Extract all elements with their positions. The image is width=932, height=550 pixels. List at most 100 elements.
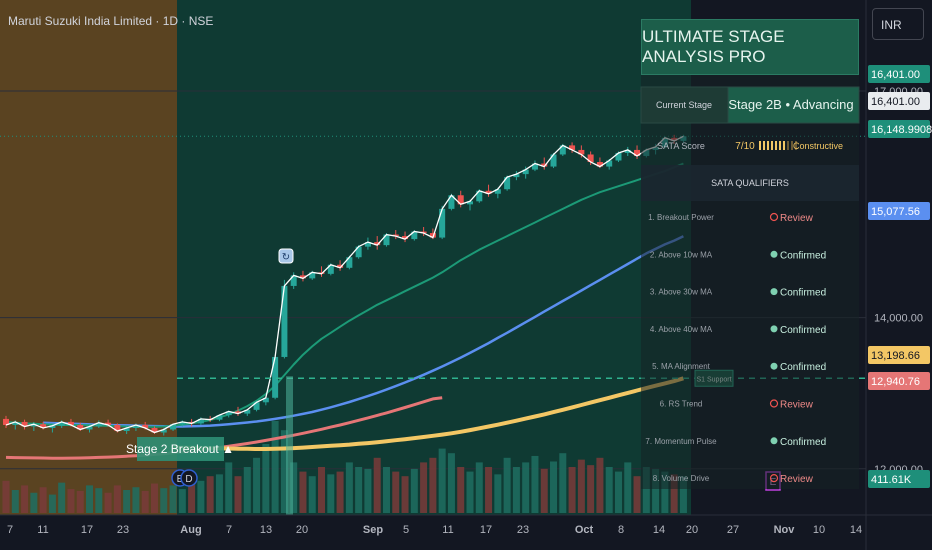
x-tick-label: 17 — [480, 524, 492, 536]
x-tick-label: 23 — [517, 524, 529, 536]
candle-body — [105, 422, 112, 425]
candle-body — [170, 424, 177, 430]
price-marker — [868, 372, 930, 390]
candle-body — [448, 195, 455, 209]
candle-body — [383, 234, 390, 246]
volume-bar — [104, 492, 112, 513]
dividend-badge — [180, 469, 198, 487]
volume-bar — [494, 474, 502, 513]
candle-body — [114, 424, 121, 431]
volume-bar — [132, 487, 140, 513]
candle-body — [262, 397, 269, 403]
candle-body — [485, 190, 492, 194]
volume-bar — [438, 448, 446, 513]
candle-body — [615, 152, 622, 161]
volume-bar — [262, 444, 270, 513]
candle-body — [457, 195, 464, 205]
candle-body — [596, 162, 603, 167]
symbol-title[interactable]: Maruti Suzuki India Limited · 1D · NSE — [8, 14, 214, 28]
candle-body — [132, 424, 139, 428]
candle-body — [216, 415, 223, 420]
x-tick-label: 11 — [37, 524, 48, 536]
ma40-line — [172, 376, 684, 451]
qualifier-label: 1. Breakout Power — [648, 213, 714, 222]
dividend-badge-letter: D — [185, 474, 192, 485]
review-ring-icon — [769, 399, 779, 408]
sata-score-segment — [771, 141, 773, 150]
volume-bar — [382, 467, 390, 513]
confirmed-dot-icon — [770, 362, 778, 370]
candle-body — [355, 246, 362, 258]
volume-bar — [2, 480, 10, 513]
breakout-label-box — [137, 437, 224, 461]
qualifier-label: 3. Above 30w MA — [650, 288, 713, 297]
volume-bar — [614, 471, 622, 513]
sata-score-label: SATA Score — [657, 141, 705, 151]
candle-body — [12, 421, 19, 425]
sata-score-segment — [775, 141, 777, 150]
candle-body — [197, 418, 204, 424]
x-tick-label: 14 — [850, 524, 862, 536]
candle-body — [225, 411, 232, 416]
volume-bar — [559, 453, 567, 513]
x-tick-label: Nov — [774, 524, 796, 536]
volume-bar — [123, 490, 131, 513]
currency-selector[interactable]: INR — [872, 8, 924, 40]
volume-bar — [429, 457, 437, 513]
refresh-icon — [278, 248, 294, 264]
stage2-zone — [177, 0, 691, 515]
confirmed-dot-icon — [770, 288, 778, 296]
x-tick-label: Sep — [363, 524, 383, 536]
volume-bar — [531, 455, 539, 513]
candle-body — [160, 429, 167, 433]
volume-bar — [67, 489, 75, 513]
price-marker-label: 16,148.9908 — [871, 124, 932, 136]
y-tick-label: 14,000.00 — [874, 313, 923, 325]
volume-bar — [485, 467, 493, 513]
volume-bar — [605, 467, 613, 513]
qualifier-label: 5. MA Alignment — [652, 362, 711, 371]
price-marker-label: 16,401.00 — [871, 69, 920, 81]
candle-body — [513, 174, 520, 178]
qualifier-status: Review — [780, 400, 814, 411]
candle-body — [467, 201, 473, 205]
volume-bar — [364, 468, 372, 513]
volume-bar — [596, 457, 604, 513]
volume-bar — [58, 482, 66, 513]
panel-title: ULTIMATE STAGE ANALYSIS PRO — [641, 19, 859, 75]
candle-body — [86, 426, 93, 430]
volume-bar — [568, 467, 576, 513]
qualifier-status: Review — [780, 474, 814, 485]
volume-bar — [160, 488, 168, 513]
volume-bar — [30, 492, 38, 513]
price-marker — [868, 202, 930, 220]
candle-body — [253, 402, 260, 410]
qualifier-label: 2. Above 10w MA — [650, 250, 713, 259]
candle-body — [522, 169, 529, 175]
volume-bar — [76, 490, 84, 513]
current-stage-label-cell — [640, 86, 729, 124]
sata-score-segment — [787, 141, 789, 150]
volume-bar — [373, 457, 381, 513]
volume-bar — [280, 430, 288, 513]
volume-bar — [21, 485, 29, 513]
volume-bar — [206, 476, 214, 513]
volume-bar — [11, 490, 19, 513]
price-marker-label: 12,940.76 — [871, 376, 920, 388]
volume-bar — [95, 488, 103, 513]
current-stage-value-cell — [727, 86, 860, 124]
earnings-badge-letter: E — [177, 474, 184, 485]
candle-body — [337, 264, 344, 268]
qualifier-label: 7. Momentum Pulse — [645, 437, 717, 446]
sata-score-segment — [791, 141, 793, 150]
volume-bar — [290, 462, 298, 513]
candle-body — [531, 163, 538, 170]
breakout-label: Stage 2 Breakout ▲ — [126, 442, 234, 456]
sata-score-segment — [759, 141, 761, 150]
x-tick-label: 14 — [653, 524, 665, 536]
candle-body — [123, 427, 130, 431]
price-marker — [868, 470, 930, 488]
candle-body — [299, 275, 306, 279]
candle-body — [67, 421, 74, 425]
